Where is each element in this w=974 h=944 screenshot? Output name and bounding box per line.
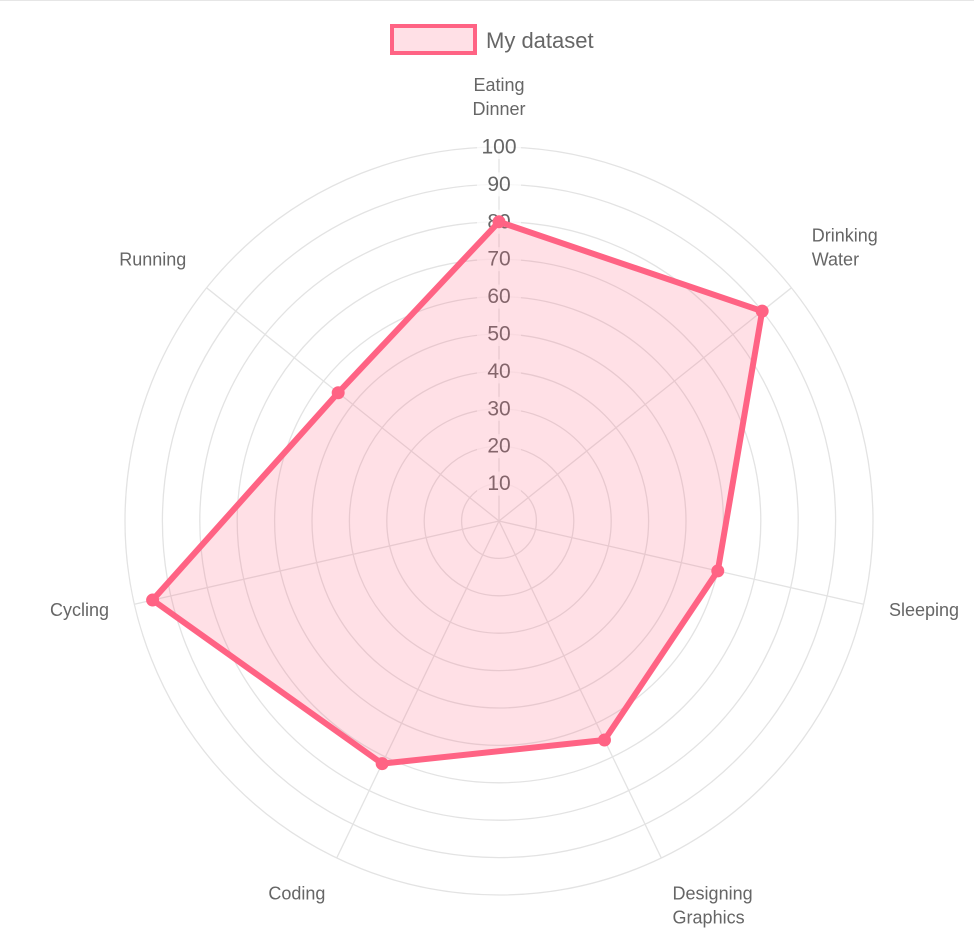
- point-label-line: Coding: [268, 883, 325, 903]
- point-label-4: Coding: [268, 883, 325, 903]
- tick-backdrop-30: [477, 396, 521, 421]
- angle-line-3: [498, 520, 662, 859]
- tick-backdrop-40: [477, 359, 521, 384]
- tick-backdrop-50: [477, 322, 521, 346]
- point-label-1: Drinking Water: [812, 226, 878, 270]
- point-label-5: Cycling: [50, 600, 109, 620]
- dataset-area: [148, 218, 766, 767]
- point-label-0: Eating Dinner: [472, 75, 525, 119]
- data-point-6[interactable]: [331, 386, 345, 400]
- tick-label-90: 90: [487, 173, 510, 196]
- angle-line-4: [336, 520, 500, 859]
- data-point-0[interactable]: [492, 215, 506, 229]
- tick-label-60: 60: [487, 285, 510, 308]
- top-divider: [0, 0, 974, 1]
- tick-backdrop-90: [477, 172, 521, 197]
- tick-label-50: 50: [487, 323, 510, 346]
- point-label-line: Dinner: [472, 99, 525, 119]
- tick-label-10: 10: [487, 472, 510, 495]
- tick-backdrop-20: [477, 434, 521, 459]
- tick-label-100: 100: [481, 136, 516, 159]
- point-labels: Eating Dinner Drinking Water Sleeping Designi…: [50, 75, 959, 927]
- angle-line-5: [134, 520, 500, 605]
- tick-backdrop-70: [477, 247, 521, 272]
- legend: My dataset: [390, 24, 594, 55]
- data-point-4[interactable]: [375, 757, 389, 771]
- tick-backdrop-10: [477, 471, 521, 496]
- point-label-2: Sleeping: [889, 600, 959, 620]
- tick-label-40: 40: [487, 360, 510, 383]
- point-label-3: Designing Graphics: [673, 883, 753, 927]
- tick-backdrop-100: [477, 135, 521, 159]
- angle-line-6: [206, 287, 500, 522]
- dataset-layer: [146, 215, 769, 771]
- point-label-line: Designing: [673, 883, 753, 903]
- data-point-1[interactable]: [755, 304, 769, 318]
- tick-label-30: 30: [487, 397, 510, 420]
- point-label-line: Cycling: [50, 600, 109, 620]
- point-label-line: Graphics: [673, 907, 745, 927]
- tick-label-20: 20: [487, 435, 510, 458]
- point-label-line: Water: [812, 250, 859, 270]
- point-label-line: Sleeping: [889, 600, 959, 620]
- data-point-3[interactable]: [597, 733, 611, 747]
- data-point-5[interactable]: [146, 593, 160, 607]
- legend-label[interactable]: My dataset: [486, 28, 594, 53]
- data-point-2[interactable]: [711, 564, 725, 578]
- point-label-line: Drinking: [812, 226, 878, 246]
- angle-line-2: [498, 520, 864, 605]
- angle-line-1: [498, 287, 792, 522]
- point-label-6: Running: [119, 250, 186, 270]
- tick-label-70: 70: [487, 248, 510, 271]
- point-label-line: Eating: [473, 75, 524, 95]
- radial-tick-labels: 102030405060708090100: [477, 135, 521, 496]
- legend-swatch[interactable]: [390, 24, 477, 55]
- tick-backdrop-60: [477, 284, 521, 309]
- point-label-line: Running: [119, 250, 186, 270]
